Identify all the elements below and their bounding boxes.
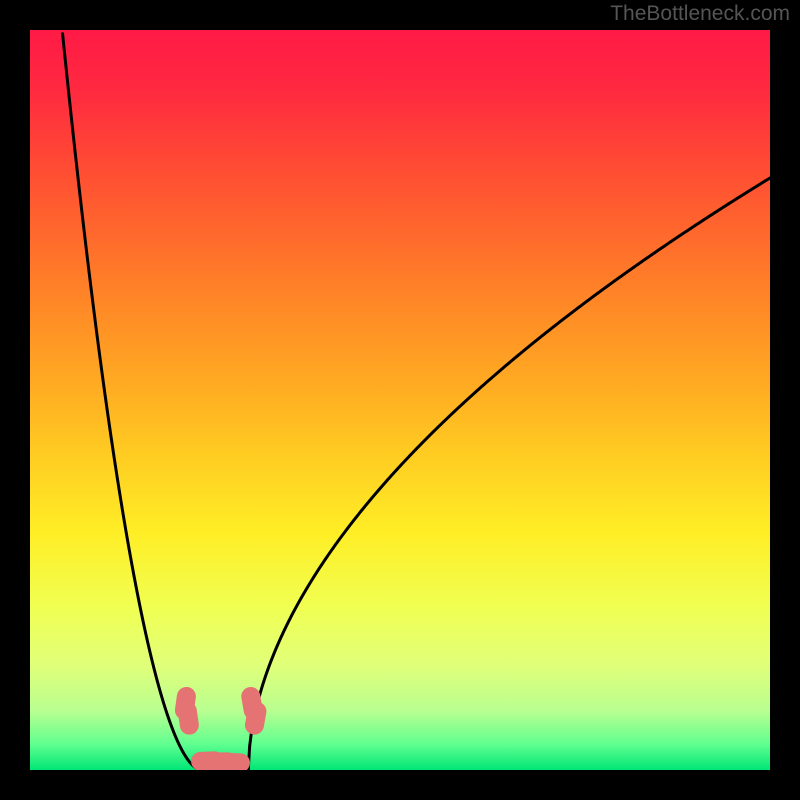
marker-capsule bbox=[205, 753, 237, 771]
chart-svg bbox=[0, 0, 800, 800]
watermark-text: TheBottleneck.com bbox=[610, 2, 790, 26]
chart-container: TheBottleneck.com bbox=[0, 0, 800, 800]
plot-background-gradient bbox=[30, 30, 770, 770]
